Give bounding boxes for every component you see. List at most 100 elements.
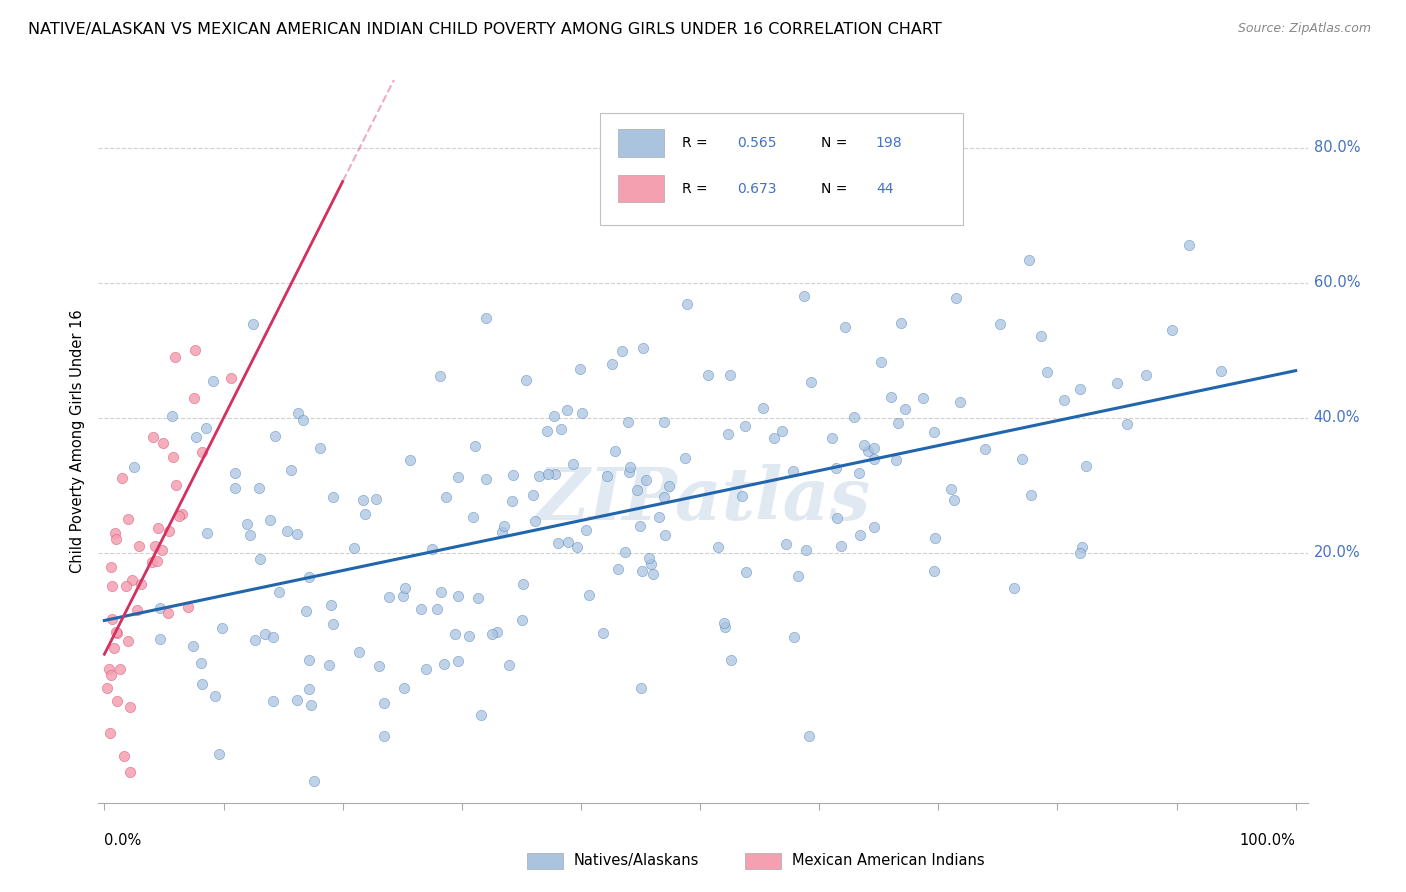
Point bbox=[100, 667, 122, 681]
Point bbox=[1135, 368, 1157, 382]
Bar bbox=[619, 129, 664, 157]
Point bbox=[652, 490, 675, 504]
Point bbox=[628, 518, 651, 533]
Text: N =: N = bbox=[821, 182, 852, 195]
Point bbox=[522, 488, 544, 502]
Point bbox=[432, 657, 454, 671]
Point bbox=[863, 520, 886, 534]
Point bbox=[112, 748, 135, 763]
Point bbox=[1161, 323, 1184, 337]
Point bbox=[101, 579, 124, 593]
Point bbox=[117, 634, 139, 648]
Text: 100.0%: 100.0% bbox=[1240, 833, 1296, 848]
Point bbox=[1116, 417, 1139, 431]
Point bbox=[631, 564, 654, 578]
Point bbox=[734, 419, 756, 434]
Point bbox=[735, 566, 758, 580]
Point bbox=[184, 343, 207, 357]
Point bbox=[856, 444, 879, 458]
Point bbox=[96, 681, 118, 695]
Point bbox=[262, 630, 284, 644]
Point bbox=[373, 697, 395, 711]
Point bbox=[512, 577, 534, 591]
Point bbox=[183, 391, 205, 405]
Text: R =: R = bbox=[682, 182, 713, 195]
Point bbox=[429, 369, 451, 384]
Point bbox=[775, 536, 797, 550]
Point bbox=[876, 179, 898, 194]
Point bbox=[125, 603, 148, 617]
Point bbox=[565, 540, 588, 554]
Point bbox=[267, 585, 290, 599]
Point bbox=[120, 765, 142, 780]
Point bbox=[190, 656, 212, 670]
Point bbox=[308, 441, 330, 455]
Point bbox=[949, 394, 972, 409]
Point bbox=[208, 747, 231, 761]
Point bbox=[118, 700, 141, 714]
Point bbox=[713, 616, 735, 631]
Point bbox=[1209, 364, 1232, 378]
Point bbox=[626, 483, 648, 498]
Point bbox=[1021, 488, 1043, 502]
Point bbox=[114, 578, 136, 592]
Point bbox=[129, 576, 152, 591]
Point bbox=[782, 464, 804, 478]
Point bbox=[121, 573, 143, 587]
Text: 80.0%: 80.0% bbox=[1313, 140, 1360, 155]
Point bbox=[298, 653, 321, 667]
Point bbox=[547, 536, 569, 550]
Point bbox=[714, 620, 737, 634]
Point bbox=[894, 401, 917, 416]
Point bbox=[239, 528, 262, 542]
Point bbox=[146, 553, 169, 567]
Point bbox=[447, 589, 470, 603]
Point bbox=[224, 467, 246, 481]
Point bbox=[912, 391, 935, 405]
Point bbox=[783, 631, 806, 645]
Text: 60.0%: 60.0% bbox=[1313, 276, 1360, 291]
Bar bbox=[619, 175, 664, 202]
Point bbox=[610, 343, 633, 358]
Point bbox=[373, 729, 395, 743]
Point bbox=[648, 509, 671, 524]
Point bbox=[98, 662, 121, 676]
Point bbox=[430, 584, 453, 599]
Point bbox=[596, 469, 619, 483]
Point bbox=[191, 677, 214, 691]
Point bbox=[243, 632, 266, 647]
Point bbox=[204, 689, 226, 703]
Point bbox=[444, 627, 467, 641]
Point bbox=[922, 564, 945, 578]
Point bbox=[378, 591, 401, 605]
Point bbox=[630, 681, 652, 695]
Point bbox=[673, 451, 696, 466]
Point bbox=[515, 373, 537, 387]
Point bbox=[434, 490, 457, 504]
Point bbox=[491, 524, 513, 539]
Point bbox=[172, 507, 194, 521]
Point bbox=[366, 492, 388, 507]
Point bbox=[287, 406, 309, 420]
Point bbox=[942, 492, 965, 507]
Point bbox=[103, 641, 125, 656]
Point bbox=[302, 773, 325, 788]
Point bbox=[510, 613, 533, 627]
Point bbox=[787, 568, 810, 582]
Point bbox=[322, 490, 344, 504]
Point bbox=[354, 507, 377, 521]
Point bbox=[720, 652, 742, 666]
Point bbox=[104, 624, 127, 639]
Point bbox=[236, 517, 259, 532]
Point bbox=[467, 591, 489, 605]
Point bbox=[319, 599, 342, 613]
Point bbox=[426, 602, 449, 616]
Point bbox=[870, 355, 893, 369]
Point bbox=[974, 442, 997, 456]
Text: ZIPatlas: ZIPatlas bbox=[536, 464, 870, 535]
Point bbox=[447, 654, 470, 668]
Text: 198: 198 bbox=[876, 136, 903, 150]
Point bbox=[105, 694, 128, 708]
Point bbox=[162, 409, 184, 423]
Point bbox=[285, 693, 308, 707]
